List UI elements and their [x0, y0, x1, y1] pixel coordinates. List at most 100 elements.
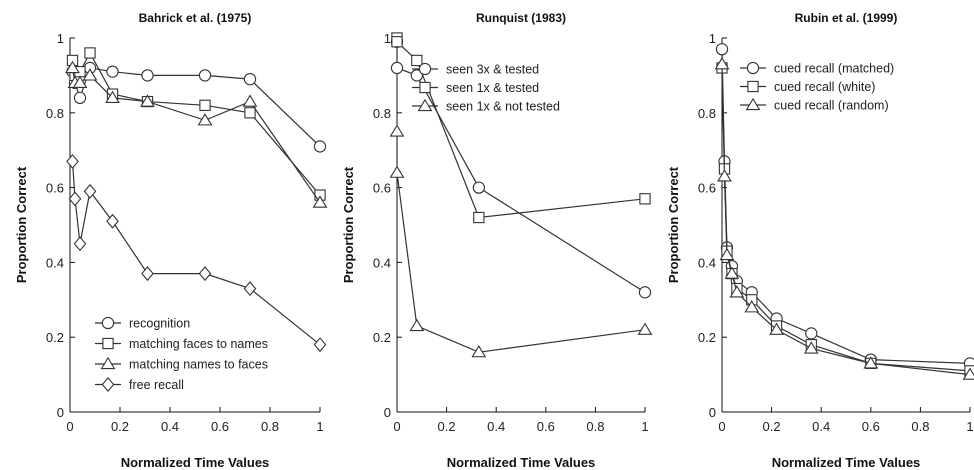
legend-label: seen 1x & tested: [446, 81, 539, 95]
series-line: [396, 41, 646, 293]
data-point: [313, 337, 327, 353]
data-point: [769, 322, 784, 335]
y-axis-label: Proportion Correct: [14, 166, 29, 283]
x-tick-label: 0: [66, 419, 73, 434]
y-tick-label: 1: [384, 31, 391, 46]
legend-label: matching names to faces: [129, 358, 268, 372]
data-point: [140, 94, 155, 107]
data-point: [84, 47, 96, 59]
series-3: [65, 60, 328, 208]
legend-item: matching faces to names: [95, 337, 268, 351]
y-tick-label: 0.2: [698, 330, 716, 345]
legend-marker: [100, 356, 116, 370]
x-axis-label: Normalized Time Values: [121, 455, 270, 470]
legend-label: matching faces to names: [129, 337, 268, 351]
legend-marker: [101, 316, 115, 330]
x-tick-label: 1: [641, 419, 648, 434]
data-point: [105, 90, 120, 103]
data-point: [83, 183, 97, 199]
x-tick-label: 1: [966, 419, 973, 434]
y-axis-label: Proportion Correct: [341, 166, 356, 283]
y-tick-label: 1: [57, 31, 64, 46]
y-tick-label: 0: [384, 405, 391, 420]
data-point: [313, 140, 327, 153]
y-tick-label: 0.8: [373, 106, 391, 121]
series-4: [66, 153, 327, 353]
x-axis-label: Normalized Time Values: [772, 455, 921, 470]
series-2: [391, 32, 651, 224]
data-point: [471, 344, 487, 358]
legend-label: free recall: [129, 378, 184, 392]
legend-marker: [418, 62, 432, 76]
chart-title: Bahrick et al. (1975): [139, 11, 252, 25]
y-tick-label: 0.2: [373, 330, 391, 345]
data-point: [73, 236, 87, 252]
y-tick-label: 0.6: [698, 181, 716, 196]
x-tick-label: 0.4: [812, 419, 830, 434]
y-tick-label: 0.8: [698, 106, 716, 121]
y-tick-label: 0.6: [373, 181, 391, 196]
x-tick-label: 0.2: [438, 419, 456, 434]
data-point: [409, 318, 425, 332]
legend-label: seen 3x & tested: [446, 63, 539, 77]
data-point: [411, 54, 423, 67]
data-point: [198, 266, 212, 282]
data-point: [242, 94, 258, 107]
legend-label: cued recall (white): [774, 80, 875, 94]
series-line: [721, 64, 971, 376]
legend-item: matching names to faces: [95, 356, 268, 372]
data-point: [639, 193, 651, 205]
data-point: [805, 327, 818, 340]
data-point: [714, 57, 730, 70]
data-point: [863, 356, 879, 369]
chart-panel-1: Bahrick et al. (1975) 0 0.2 0.4 0.6 0.8 1 0 0.2 0…: [14, 11, 328, 470]
x-axis-label: Normalized Time Values: [447, 455, 596, 470]
data-point: [719, 247, 735, 261]
data-point: [82, 68, 98, 81]
y-tick-label: 0.4: [373, 255, 391, 270]
data-point: [312, 195, 328, 208]
data-point: [73, 91, 87, 104]
data-point: [744, 300, 760, 313]
data-point: [803, 341, 819, 354]
data-point: [106, 65, 119, 78]
chart-title: Runquist (1983): [476, 11, 566, 25]
legend: recognition matching faces to names matchi…: [95, 317, 268, 392]
data-point: [389, 165, 405, 178]
legend: seen 3x & tested seen 1x & tested seen 1x …: [412, 63, 560, 114]
data-point: [244, 107, 256, 119]
legend-marker: [419, 81, 431, 94]
y-tick-label: 0.4: [46, 255, 64, 270]
data-point: [141, 266, 154, 282]
series-3: [389, 124, 653, 358]
data-point: [198, 69, 212, 82]
x-tick-label: 0: [393, 419, 400, 434]
legend-label: cued recall (matched): [774, 62, 894, 76]
legend-item: recognition: [95, 317, 190, 331]
x-tick-label: 0.8: [911, 419, 929, 434]
legend-item: seen 1x & tested: [412, 81, 539, 95]
data-point: [68, 191, 82, 207]
legend-marker: [747, 80, 759, 93]
data-point: [65, 60, 80, 74]
series-1: [66, 61, 327, 153]
legend-label: seen 1x & not tested: [446, 100, 560, 114]
data-point: [66, 153, 79, 169]
legend-marker: [102, 337, 114, 350]
data-point: [472, 181, 485, 194]
chart-title: Rubin et al. (1999): [795, 11, 898, 25]
chart-panel-2: Runquist (1983) 0 0.2 0.4 0.6 0.8 1 0 0.2 0.4 0.6 0…: [341, 11, 653, 470]
y-tick-label: 0: [57, 405, 64, 420]
x-tick-label: 0.4: [487, 419, 505, 434]
data-point: [389, 124, 405, 137]
data-point: [715, 43, 729, 56]
legend-marker: [746, 61, 760, 75]
data-point: [724, 266, 740, 279]
x-tick-label: 0.2: [763, 419, 781, 434]
x-tick-label: 0.6: [211, 419, 229, 434]
data-point: [106, 213, 119, 229]
series-3: [714, 57, 974, 380]
y-tick-label: 0.2: [46, 330, 64, 345]
